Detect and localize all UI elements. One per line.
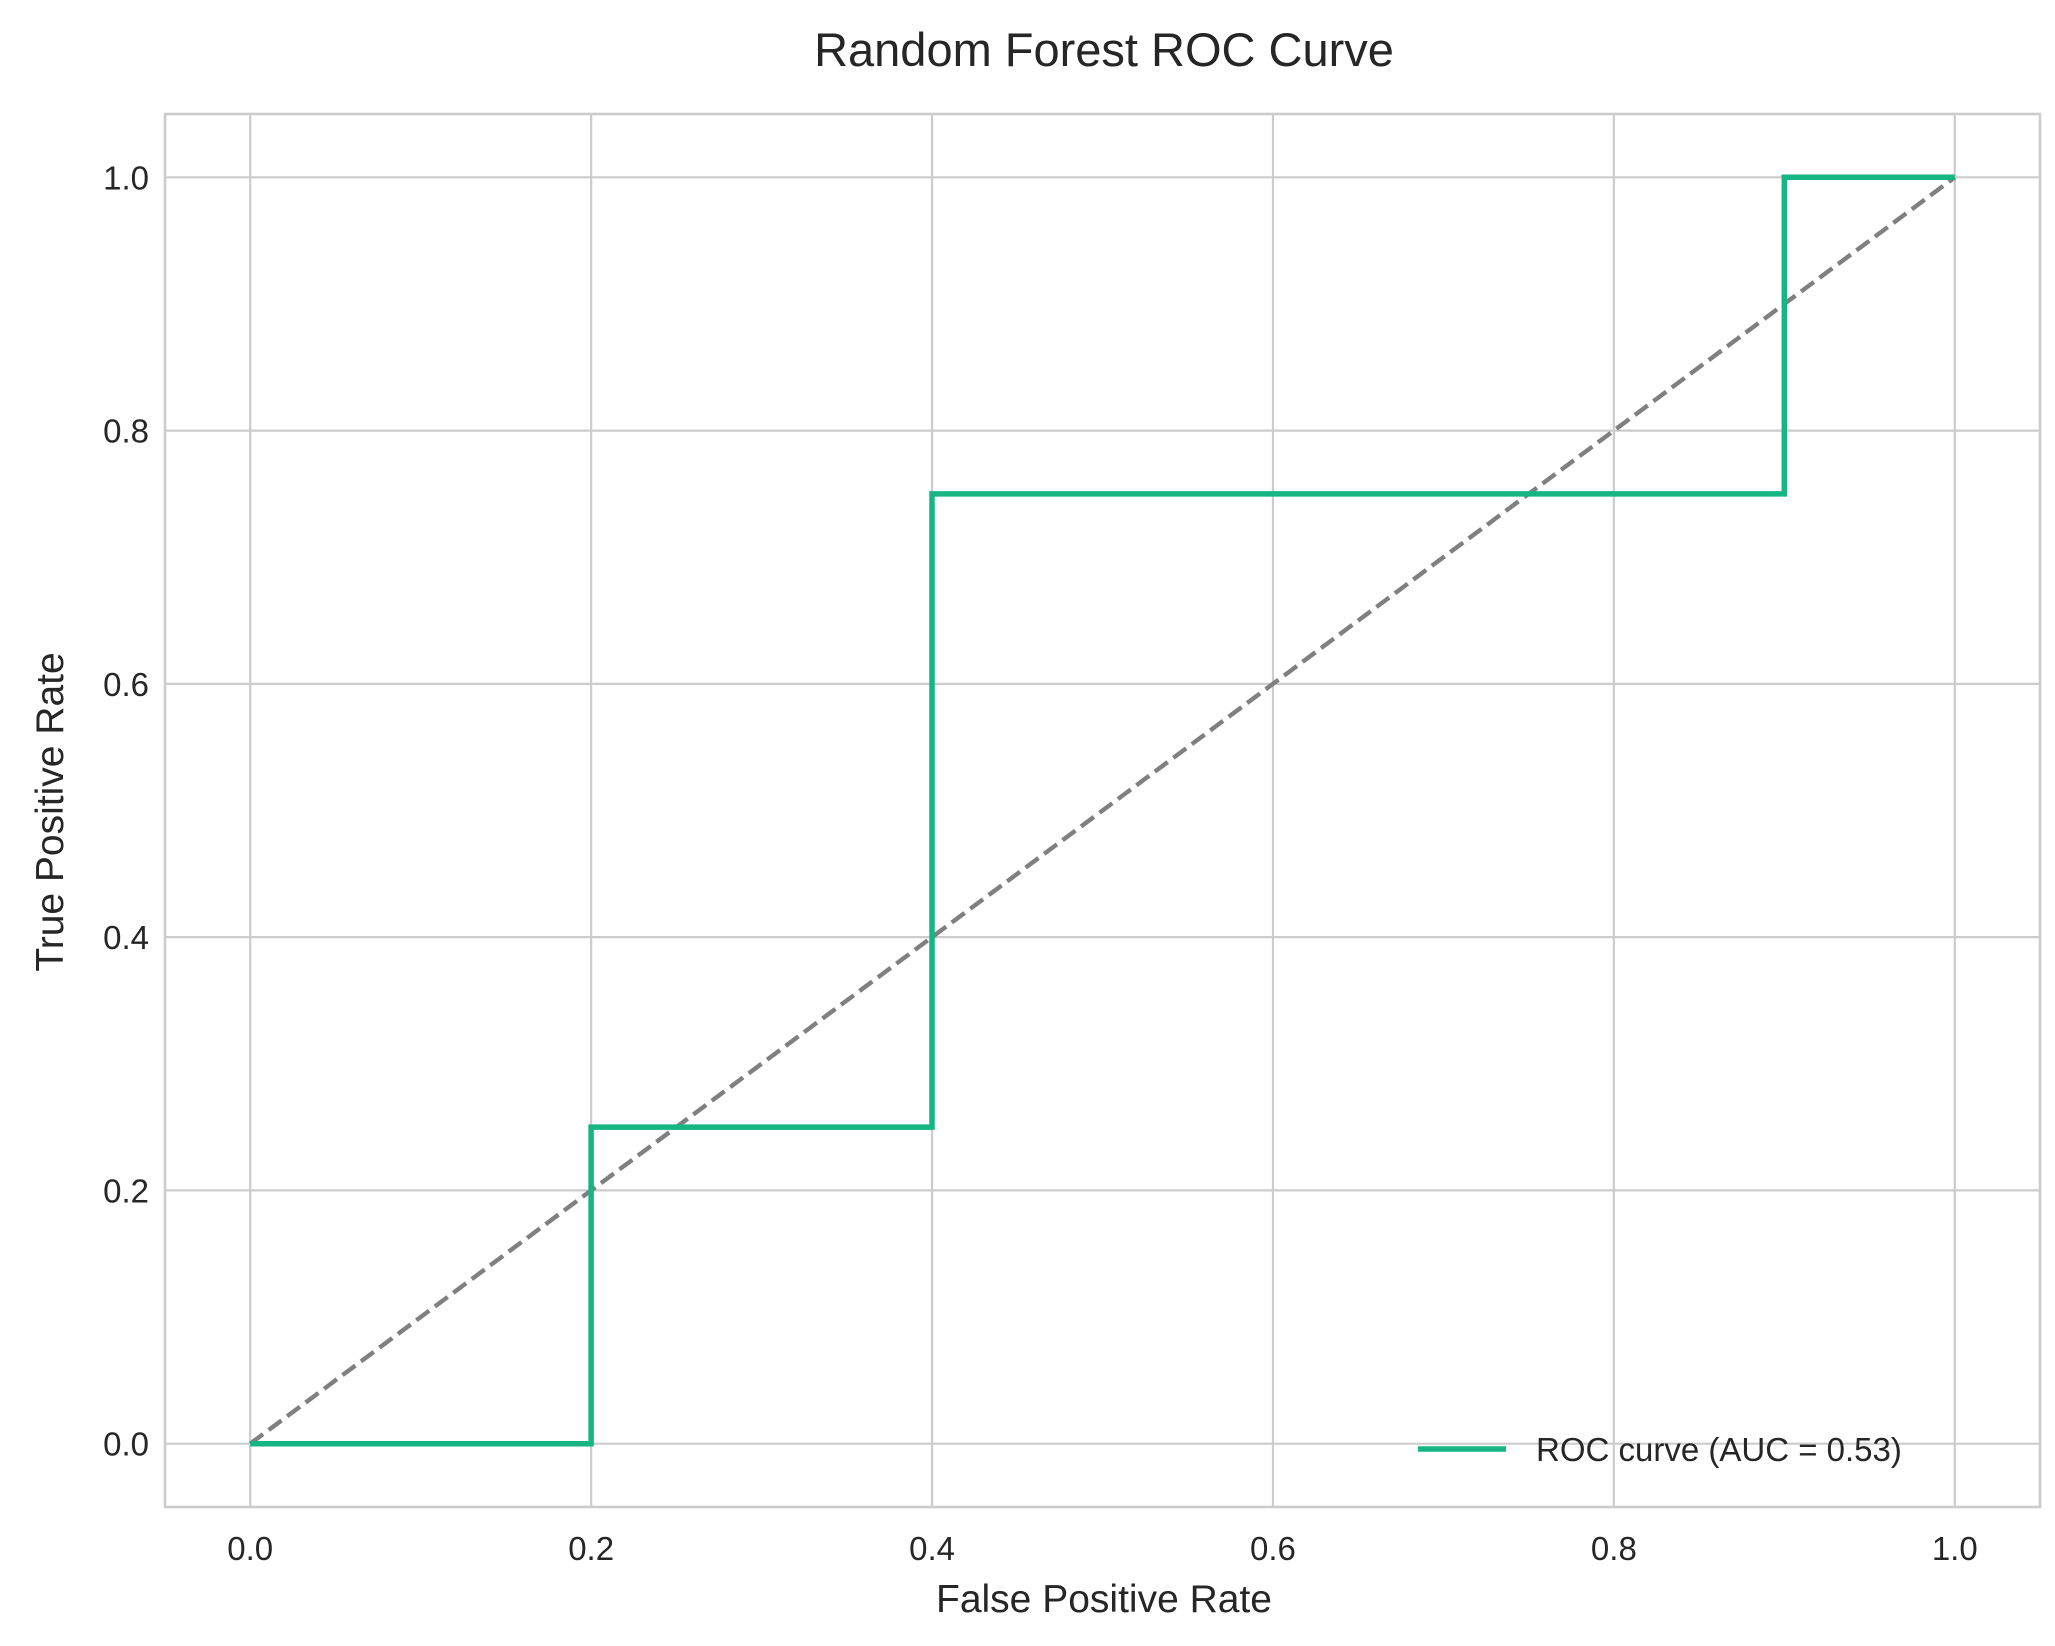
x-axis-label: False Positive Rate <box>936 1578 1272 1621</box>
x-tick-label: 0.0 <box>227 1530 273 1567</box>
plot-series <box>248 174 1957 1447</box>
legend-label-roc-curve: ROC curve (AUC = 0.53) <box>1536 1431 1902 1468</box>
y-tick-label: 0.4 <box>103 919 149 956</box>
y-tick-label: 0.0 <box>103 1426 149 1463</box>
y-tick-label: 1.0 <box>103 159 149 196</box>
chance-diagonal-line <box>248 175 1957 1446</box>
y-tick-label: 0.6 <box>103 666 149 703</box>
chart-title: Random Forest ROC Curve <box>814 23 1394 76</box>
y-axis-label: True Positive Rate <box>29 652 72 971</box>
x-tick-label: 0.8 <box>1591 1530 1637 1567</box>
roc-curve-line <box>250 174 1955 1447</box>
y-tick-label: 0.8 <box>103 413 149 450</box>
legend: ROC curve (AUC = 0.53) <box>1418 1431 1902 1468</box>
plot-frame <box>163 112 2042 1509</box>
y-tick-label: 0.2 <box>103 1172 149 1209</box>
x-tick-label: 0.6 <box>1250 1530 1296 1567</box>
x-tick-label: 0.2 <box>568 1530 614 1567</box>
x-tick-label: 0.4 <box>909 1530 955 1567</box>
tick-labels: 0.0 0.2 0.4 0.6 0.8 1.0 0.0 0.2 0.4 0.6 0.8 1.0 <box>103 159 1978 1567</box>
x-tick-label: 1.0 <box>1932 1530 1978 1567</box>
